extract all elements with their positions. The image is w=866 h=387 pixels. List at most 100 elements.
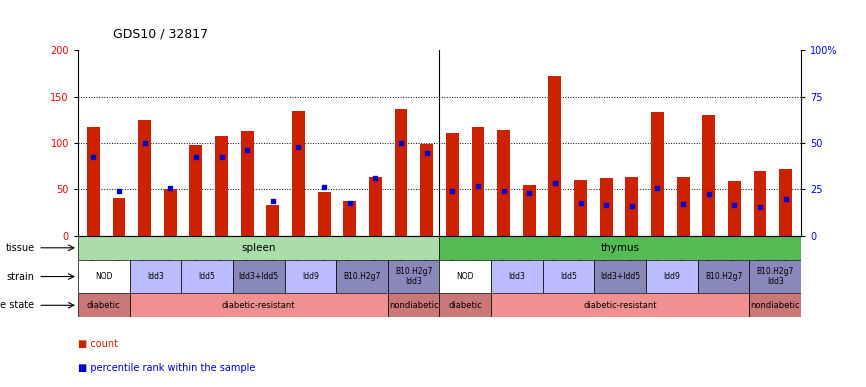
Text: nondiabetic: nondiabetic (389, 301, 438, 310)
Text: Idd3: Idd3 (147, 272, 164, 281)
Point (599, 202, 613, 208)
Text: Idd5: Idd5 (198, 272, 216, 281)
Point (87, 154, 100, 160)
Bar (181, 260, 233, 293)
Point (650, 185, 664, 192)
Point (779, 195, 792, 202)
Bar (728, 181, 740, 236)
Bar (749, 260, 801, 293)
Bar (440, 260, 491, 293)
Bar (343, 202, 356, 236)
Point (727, 202, 741, 208)
Text: Idd3+Idd5: Idd3+Idd5 (600, 272, 640, 281)
Text: GDS10 / 32817: GDS10 / 32817 (113, 27, 208, 41)
Point (394, 140, 408, 146)
Bar (523, 185, 536, 236)
Bar (87, 127, 100, 236)
Text: ■ percentile rank within the sample: ■ percentile rank within the sample (78, 363, 255, 373)
Text: B10.H2g7
Idd3: B10.H2g7 Idd3 (395, 267, 432, 286)
Bar (440, 236, 801, 260)
Point (317, 183, 331, 190)
Point (112, 188, 126, 194)
Bar (779, 169, 792, 236)
Point (522, 190, 536, 196)
Bar (233, 260, 285, 293)
Point (625, 203, 639, 209)
Bar (497, 130, 510, 236)
Point (471, 183, 485, 189)
Bar (241, 131, 254, 236)
Bar (543, 260, 594, 293)
Bar (369, 177, 382, 236)
Bar (388, 260, 440, 293)
Point (292, 144, 306, 150)
Bar (318, 192, 331, 236)
Bar (446, 133, 459, 236)
Point (240, 147, 254, 154)
Text: diabetic: diabetic (87, 301, 120, 310)
Text: Idd9: Idd9 (302, 272, 319, 281)
Bar (78, 236, 440, 260)
Text: diabetic: diabetic (449, 301, 482, 310)
Text: Idd9: Idd9 (663, 272, 681, 281)
Bar (594, 260, 646, 293)
Point (164, 185, 178, 191)
Bar (625, 177, 638, 236)
Point (753, 204, 767, 210)
Point (573, 200, 587, 206)
Bar (472, 127, 484, 236)
Bar (440, 293, 491, 317)
Bar (491, 260, 543, 293)
Point (138, 140, 152, 146)
Bar (130, 293, 388, 317)
Text: diabetic-resistant: diabetic-resistant (584, 301, 657, 310)
Bar (753, 171, 766, 236)
Bar (646, 260, 698, 293)
Bar (420, 144, 433, 236)
Text: NOD: NOD (456, 272, 474, 281)
Bar (130, 260, 181, 293)
Text: B10.H2g7: B10.H2g7 (705, 272, 742, 281)
Point (445, 188, 459, 194)
Bar (388, 293, 440, 317)
Bar (491, 293, 749, 317)
Bar (190, 145, 203, 236)
Point (548, 180, 562, 186)
Bar (285, 260, 336, 293)
Text: ■ count: ■ count (78, 339, 118, 349)
Bar (702, 115, 715, 236)
Bar (651, 113, 664, 236)
Bar (336, 260, 388, 293)
Text: strain: strain (7, 272, 35, 282)
Bar (698, 260, 749, 293)
Point (266, 197, 280, 204)
Text: B10.H2g7
Idd3: B10.H2g7 Idd3 (757, 267, 794, 286)
Text: disease state: disease state (0, 300, 35, 310)
Point (343, 200, 357, 206)
Text: Idd3: Idd3 (508, 272, 526, 281)
Bar (139, 120, 151, 236)
Text: Idd3+Idd5: Idd3+Idd5 (239, 272, 279, 281)
Bar (292, 111, 305, 236)
Point (368, 175, 382, 182)
Text: nondiabetic: nondiabetic (751, 301, 800, 310)
Bar (574, 180, 587, 236)
Bar (78, 260, 130, 293)
Point (189, 154, 203, 160)
Text: Idd5: Idd5 (560, 272, 577, 281)
Point (420, 150, 434, 156)
Point (215, 154, 229, 160)
Text: thymus: thymus (601, 243, 640, 253)
Bar (164, 189, 177, 236)
Text: NOD: NOD (95, 272, 113, 281)
Bar (548, 76, 561, 236)
Text: spleen: spleen (242, 243, 276, 253)
Point (497, 188, 511, 194)
Point (701, 191, 715, 197)
Text: diabetic-resistant: diabetic-resistant (222, 301, 295, 310)
Bar (600, 178, 612, 236)
Bar (395, 109, 407, 236)
Bar (215, 135, 228, 236)
Bar (113, 198, 126, 236)
Bar (267, 205, 279, 236)
